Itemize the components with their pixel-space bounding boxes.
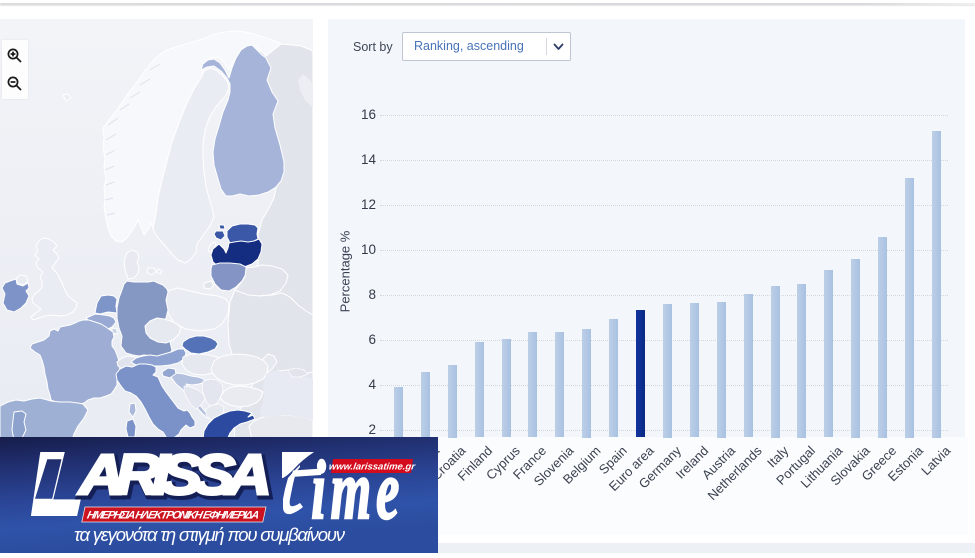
svg-text:ARISSA: ARISSA — [79, 445, 274, 509]
svg-text:τα γεγονότα τη στιγμή που συμβ: τα γεγονότα τη στιγμή που συμβαίνουν — [74, 524, 346, 545]
svg-text:ΗΜΕΡΗΣΙΑ ΗΛΕΚΤΡΟΝΙΚΗ ΕΦΗΜΕΡΙΔΑ: ΗΜΕΡΗΣΙΑ ΗΛΕΚΤΡΟΝΙΚΗ ΕΦΗΜΕΡΙΔΑ — [86, 510, 261, 522]
svg-text:ARISSA: ARISSA — [77, 443, 272, 507]
svg-text:www.larissatime.gr: www.larissatime.gr — [328, 462, 417, 473]
